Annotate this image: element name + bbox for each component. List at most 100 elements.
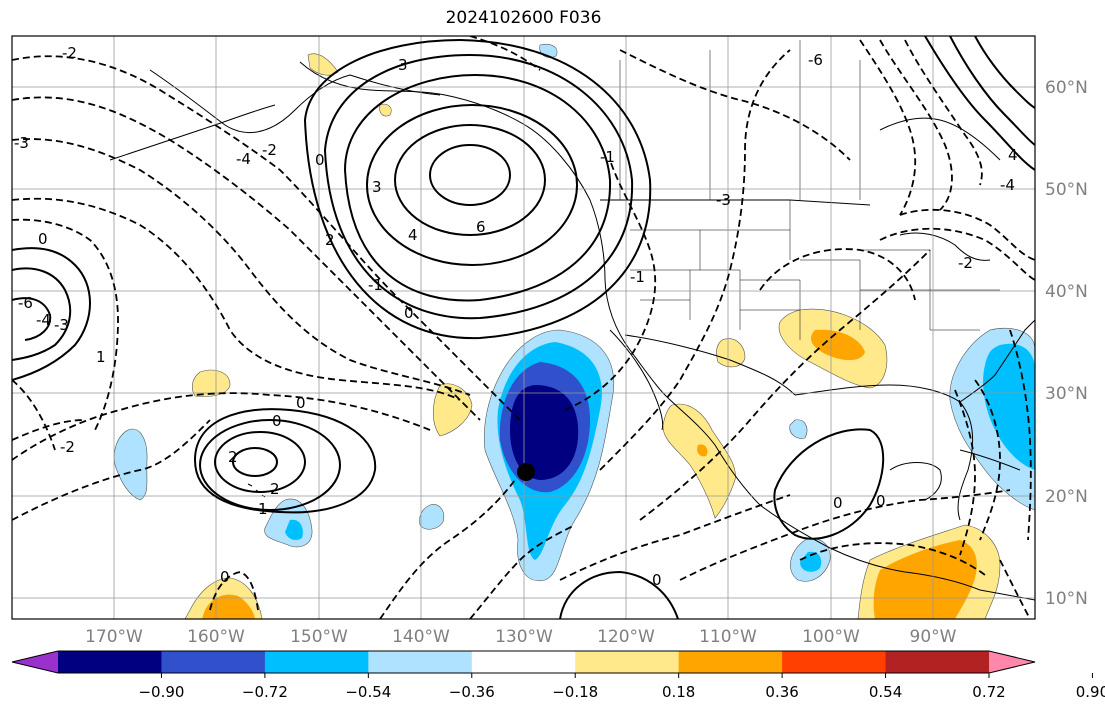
colorbar-segment <box>678 651 783 673</box>
contour-label-0-south: 0 <box>220 568 230 586</box>
neg-contour-k <box>599 49 791 471</box>
contour-labels: -2 -3 -4 -2 6 4 3 0 3 0 -1 2 0 -6 -4 -3 … <box>14 44 1018 589</box>
contour-label-3-alaska: 3 <box>398 56 408 74</box>
high-contour-5 <box>394 124 546 236</box>
neg-region-central-pacific-core <box>510 385 579 480</box>
neg-contour-m <box>679 489 1011 581</box>
florida-coast <box>959 319 1035 403</box>
contour-label-2-sub2: 2 <box>270 480 280 498</box>
canada-border <box>600 199 871 206</box>
contour-label-neg1-coast: -1 <box>600 148 615 166</box>
lon-label-140: 140°W <box>392 627 450 647</box>
neg-contour-c <box>12 138 471 396</box>
pos-region-south-pacific-core <box>202 594 255 619</box>
neg-contour-n <box>559 494 791 581</box>
shading-layer <box>113 43 1035 619</box>
great-lakes <box>899 232 991 261</box>
colorbar-tick-label: −0.18 <box>552 683 598 701</box>
neg-contour-x <box>799 542 986 576</box>
neg-contour-t <box>759 248 916 301</box>
contour-label-neg8-ne: 4 <box>1008 146 1018 164</box>
neg-contour-r <box>899 208 1035 261</box>
contour-label-0-ne-pac: 0 <box>404 304 414 322</box>
south-high-contour <box>559 570 679 619</box>
contour-label-0-south2: 0 <box>652 571 662 589</box>
contour-label-0-gulf2: 0 <box>876 492 886 510</box>
contour-label-neg2-aleut: -2 <box>262 141 277 159</box>
contour-label-4-high: 4 <box>408 226 418 244</box>
high-contour-6 <box>429 144 511 206</box>
baja-coast <box>609 329 664 431</box>
map-frame <box>11 35 1036 620</box>
neg-contour-w <box>1009 329 1032 541</box>
colorbar-tick-label: 0.54 <box>869 683 902 701</box>
contour-label-neg3-w: -3 <box>14 134 29 152</box>
contour-label-neg6-ne: -6 <box>808 51 823 69</box>
neg-contour-g <box>12 419 211 521</box>
low-high-contour-2b <box>214 431 306 493</box>
neg-contour-z <box>209 571 259 611</box>
contour-label-neg1-ne-pac: -1 <box>368 276 383 294</box>
colorbar-segment <box>885 651 990 673</box>
pos-patch-mexico-core <box>697 444 708 457</box>
neg-contour-d <box>12 197 461 401</box>
contour-label-0-w: 0 <box>38 230 48 248</box>
colorbar-tick-label: 0.90 <box>1076 683 1105 701</box>
pos-patch-southwest-us <box>716 338 746 368</box>
contour-label-0-gulf: 0 <box>833 494 843 512</box>
contour-label-0-sub: 0 <box>296 394 306 412</box>
pos-patch-alaska-1 <box>307 53 339 76</box>
yucatan <box>889 462 942 501</box>
contour-label-1-w: 1 <box>96 348 106 366</box>
neg-contour-h <box>379 479 516 619</box>
negative-contours <box>12 36 1035 619</box>
contour-label-1-sub: 1 <box>258 500 268 518</box>
neg-patch-south-hawaii <box>264 498 313 548</box>
colorbar: −0.90 −0.72 −0.54 −0.36 −0.18 0.18 0.36 0.54 0.7… <box>11 650 1105 701</box>
pos-patch-northeast-pacific <box>432 383 473 437</box>
gulf-high-contour <box>773 428 885 540</box>
contour-label-0-sub2: 0 <box>272 412 282 430</box>
lat-label-60: 60°N <box>1045 78 1088 98</box>
east-edge-high-contours <box>924 36 1035 171</box>
neg-contour-e <box>12 218 119 431</box>
colorbar-outline <box>11 650 1036 674</box>
borders-layer <box>619 40 1000 340</box>
lat-label-40: 40°N <box>1045 282 1088 302</box>
neg-contour-q <box>904 39 983 186</box>
lon-label-160: 160°W <box>187 627 245 647</box>
colorbar-segment <box>161 651 266 673</box>
north-america-coast <box>299 61 1035 601</box>
contour-label-neg4: -4 <box>236 150 251 168</box>
colorbar-extend-max <box>989 651 1035 673</box>
neg-patch-west <box>113 428 148 501</box>
neg-patch-south-hawaii-core <box>285 519 303 540</box>
location-marker <box>517 463 535 481</box>
lon-label-90: 90°W <box>910 627 957 647</box>
high-contour-4 <box>366 104 578 266</box>
low-high-contour-0 <box>193 408 377 514</box>
neg-contour-s <box>879 227 1035 281</box>
us-mexico-border <box>624 334 796 396</box>
canada-provinces <box>619 40 861 200</box>
neg-contour-b <box>12 96 481 421</box>
west-edge-high-contours <box>12 247 91 381</box>
lon-label-120: 120°W <box>597 627 655 647</box>
pos-region-south-plains-core <box>810 329 865 361</box>
neg-contour-j <box>564 159 657 411</box>
colorbar-tick-label: 0.18 <box>662 683 695 701</box>
neg-contour-l <box>639 249 931 521</box>
west-edge-high-contours-3 <box>12 297 52 341</box>
lat-label-50: 50°N <box>1045 180 1088 200</box>
longitude-labels: 170°W 160°W 150°W 140°W 130°W 120°W 110°… <box>85 627 957 647</box>
high-contour-1 <box>303 38 652 340</box>
contour-label-6-high: 6 <box>476 218 486 236</box>
colorbar-segment <box>368 651 473 673</box>
low-high-contour-1 <box>199 419 341 511</box>
colorbar-tick-label: 0.72 <box>972 683 1005 701</box>
alaska-coast <box>149 69 441 134</box>
neg-contour-v <box>954 389 976 556</box>
pos-patch-alaska-2 <box>379 103 392 117</box>
cuba <box>959 449 1021 471</box>
neg-contour-i <box>469 524 576 619</box>
